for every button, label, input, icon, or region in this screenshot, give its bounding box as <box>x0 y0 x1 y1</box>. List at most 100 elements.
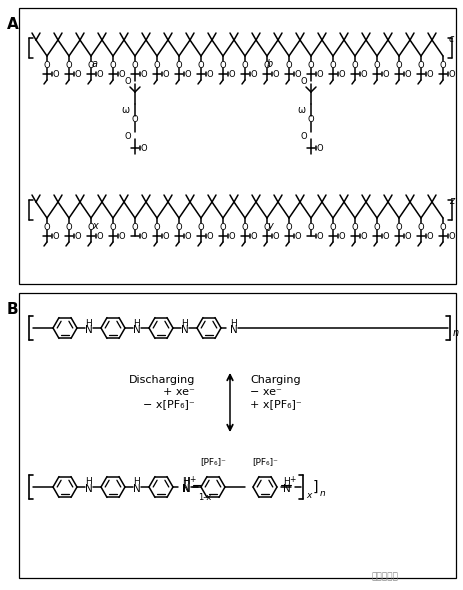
Text: N: N <box>181 325 188 335</box>
Text: O: O <box>316 143 323 152</box>
Text: O: O <box>88 222 94 231</box>
Text: H: H <box>133 319 140 327</box>
Text: N: N <box>85 325 93 335</box>
Text: O: O <box>53 70 59 78</box>
Text: O: O <box>404 70 410 78</box>
Text: O: O <box>206 231 213 241</box>
Text: y: y <box>266 221 272 231</box>
Text: O: O <box>316 70 323 78</box>
Text: n: n <box>452 328 458 338</box>
Text: x: x <box>305 490 311 500</box>
Text: O: O <box>241 222 248 231</box>
Text: O: O <box>197 61 204 70</box>
Text: O: O <box>44 61 50 70</box>
Text: ω: ω <box>297 105 305 115</box>
Text: O: O <box>153 61 160 70</box>
Text: O: O <box>140 70 147 78</box>
Text: A: A <box>7 17 19 32</box>
Text: O: O <box>373 61 380 70</box>
Text: O: O <box>219 222 226 231</box>
Text: N: N <box>133 484 141 494</box>
Text: O: O <box>329 61 336 70</box>
Text: Charging: Charging <box>250 375 300 385</box>
Text: N: N <box>230 325 238 335</box>
Text: O: O <box>75 231 81 241</box>
Text: O: O <box>124 132 131 140</box>
Text: O: O <box>250 70 257 78</box>
Text: O: O <box>300 132 307 140</box>
Text: [PF₆]⁻: [PF₆]⁻ <box>200 457 225 467</box>
Text: O: O <box>206 70 213 78</box>
Text: H: H <box>86 477 92 487</box>
Text: O: O <box>184 231 191 241</box>
Text: H: H <box>183 477 190 487</box>
Text: 1-x: 1-x <box>198 493 211 502</box>
Text: O: O <box>241 61 248 70</box>
Text: O: O <box>448 231 454 241</box>
Text: O: O <box>272 231 279 241</box>
Text: O: O <box>329 222 336 231</box>
Text: O: O <box>351 222 357 231</box>
Text: c: c <box>448 34 453 44</box>
Text: ]: ] <box>313 480 318 494</box>
Text: H: H <box>182 477 189 487</box>
Text: O: O <box>109 61 116 70</box>
Text: O: O <box>338 70 344 78</box>
Text: H: H <box>283 477 290 487</box>
Text: O: O <box>131 114 138 123</box>
Text: O: O <box>250 231 257 241</box>
Text: N: N <box>183 484 190 494</box>
Text: O: O <box>228 231 235 241</box>
Text: N: N <box>182 484 189 494</box>
Text: B: B <box>7 302 19 317</box>
Text: O: O <box>307 114 313 123</box>
Text: O: O <box>417 61 423 70</box>
Text: + x[PF₆]⁻: + x[PF₆]⁻ <box>250 399 301 409</box>
Text: O: O <box>382 70 388 78</box>
Text: O: O <box>140 143 147 152</box>
Text: O: O <box>404 231 410 241</box>
Text: N: N <box>85 484 93 494</box>
Text: H: H <box>230 319 237 327</box>
Text: O: O <box>131 222 138 231</box>
Text: + xe⁻: + xe⁻ <box>163 387 194 397</box>
Text: O: O <box>272 70 279 78</box>
Text: N: N <box>282 484 290 494</box>
Text: O: O <box>119 231 125 241</box>
Text: O: O <box>140 231 147 241</box>
Text: O: O <box>53 231 59 241</box>
Text: a: a <box>92 59 98 69</box>
Text: O: O <box>439 222 445 231</box>
Text: O: O <box>439 61 445 70</box>
Text: +: + <box>188 476 195 484</box>
Text: O: O <box>228 70 235 78</box>
Text: b: b <box>266 59 273 69</box>
Text: O: O <box>163 70 169 78</box>
Text: [PF₆]⁻: [PF₆]⁻ <box>251 457 277 467</box>
Text: O: O <box>426 70 432 78</box>
Text: O: O <box>119 70 125 78</box>
Text: ω: ω <box>122 105 130 115</box>
Text: O: O <box>307 222 313 231</box>
Text: O: O <box>197 222 204 231</box>
Text: O: O <box>294 70 300 78</box>
Text: − xe⁻: − xe⁻ <box>250 387 281 397</box>
Text: O: O <box>395 61 401 70</box>
Text: O: O <box>417 222 423 231</box>
Text: 电化学前沿: 电化学前沿 <box>371 572 398 582</box>
Text: O: O <box>175 222 182 231</box>
Text: +: + <box>288 476 294 484</box>
Text: O: O <box>219 61 226 70</box>
Text: O: O <box>66 61 72 70</box>
Text: O: O <box>426 231 432 241</box>
Bar <box>19 8 455 284</box>
Text: n: n <box>319 489 325 497</box>
Text: O: O <box>131 61 138 70</box>
Text: O: O <box>285 61 292 70</box>
Text: x: x <box>92 221 98 231</box>
Text: O: O <box>338 231 344 241</box>
Text: O: O <box>360 70 367 78</box>
Text: O: O <box>75 70 81 78</box>
Text: O: O <box>44 222 50 231</box>
Text: O: O <box>263 222 270 231</box>
